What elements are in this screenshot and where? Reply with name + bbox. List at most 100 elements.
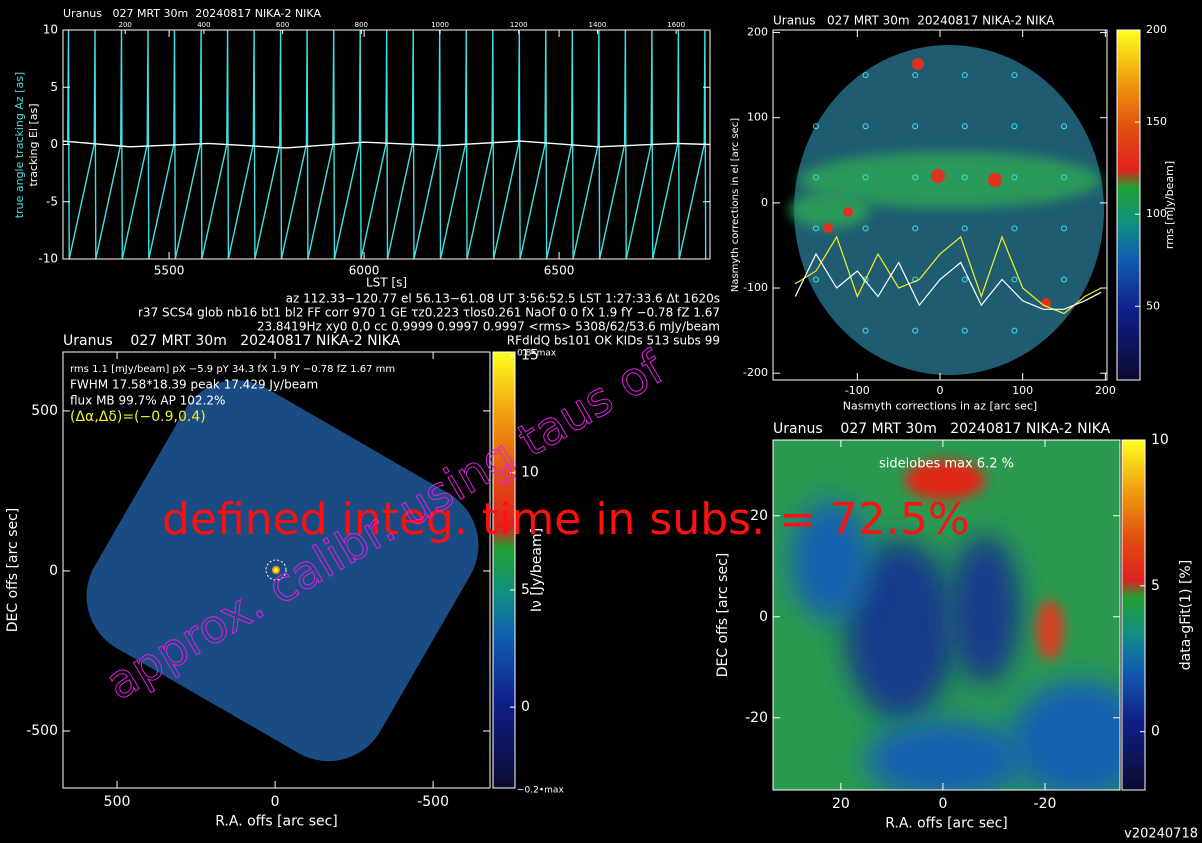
- point: [1061, 123, 1068, 130]
- info-line: flux MB 99.7% AP 102.2%: [70, 394, 225, 408]
- point: [1011, 174, 1018, 181]
- y-tick-label: 0: [49, 563, 58, 579]
- top-tick-label: 600: [276, 21, 289, 29]
- colorbar-tick-label: 0: [521, 699, 530, 715]
- colorbar-tick-label: 50: [1146, 299, 1160, 312]
- top-tick-label: 400: [197, 21, 210, 29]
- point: [912, 225, 919, 232]
- y-axis-label: true angle tracking Az [as]: [13, 72, 26, 218]
- chart-title: Uranus 027 MRT 30m 20240817 NIKA-2 NIKA: [63, 333, 401, 349]
- y-tick-label: -20: [745, 710, 768, 726]
- x-tick-label: -500: [417, 794, 449, 810]
- y-tick-label: -200: [743, 366, 768, 379]
- x-tick-label: 0: [271, 794, 280, 810]
- point: [1061, 276, 1068, 283]
- info-line: r37 SCS4 glob nb16 bt1 bl2 FF corr 970 1…: [138, 306, 720, 320]
- x-tick-label: 5500: [154, 264, 185, 278]
- info-line: FWHM 17.58*18.39 peak 17.429 Jy/beam: [70, 378, 318, 392]
- y-tick-label: 0: [761, 196, 768, 209]
- point: [862, 174, 869, 181]
- point: [961, 327, 968, 334]
- y-tick-label: 20: [750, 508, 768, 524]
- top-tick-label: 1200: [510, 21, 528, 29]
- point: [961, 225, 968, 232]
- colorbar-tick-label: 5: [1151, 578, 1160, 594]
- plot-frame: [772, 439, 1121, 791]
- point: [961, 276, 968, 283]
- x-tick-label: 0: [937, 384, 944, 397]
- point: [862, 327, 869, 334]
- colorbar: [1116, 29, 1141, 381]
- version: v20240718: [1124, 827, 1198, 842]
- x-tick-label: 200: [1095, 384, 1116, 397]
- point: [862, 123, 869, 130]
- plot-frame: [62, 351, 491, 789]
- point: [862, 72, 869, 79]
- x-tick-label: -100: [845, 384, 870, 397]
- chart-title: Uranus 027 MRT 30m 20240817 NIKA-2 NIKA: [773, 14, 1055, 28]
- y-tick-label: 500: [31, 403, 58, 419]
- chart-title: Uranus 027 MRT 30m 20240817 NIKA-2 NIKA: [63, 7, 321, 20]
- y-axis-label: DEC offs [arc sec]: [5, 508, 21, 633]
- intensity-map: [86, 380, 479, 762]
- info-line: RFdIdQ bs101 OK KIDs 513 subs 99: [507, 334, 720, 348]
- x-axis-label: Nasmyth corrections in az [arc sec]: [843, 399, 1037, 412]
- data-line: [794, 252, 1102, 310]
- x-tick-label: 20: [832, 796, 850, 812]
- colorbar-tick-label: 0: [1151, 724, 1160, 740]
- x-tick-label: 6000: [349, 264, 380, 278]
- y-tick-label: -5: [46, 194, 58, 208]
- point: [1011, 276, 1018, 283]
- point: [1011, 327, 1018, 334]
- data-line: [67, 29, 707, 260]
- top-tick-label: 800: [355, 21, 368, 29]
- colorbar-label: Iν [Jy/beam]: [529, 528, 545, 612]
- point: [912, 174, 919, 181]
- colorbar-label: rms [mJy/beam]: [1163, 161, 1176, 249]
- colorbar-tick-label: 10: [521, 465, 539, 481]
- top-tick-label: 1000: [431, 21, 449, 29]
- x-axis-label: LST [s]: [366, 276, 407, 290]
- y-tick-label: 100: [747, 111, 768, 124]
- x-tick-label: 6500: [544, 264, 575, 278]
- colorbar-label: data-gFit(1) [%]: [1178, 560, 1194, 670]
- x-axis-label: R.A. offs [arc sec]: [885, 816, 1008, 832]
- colorbar-tick-label: 200: [1146, 23, 1167, 36]
- y-tick-label: -10: [38, 252, 58, 266]
- point: [912, 327, 919, 334]
- info-line: (Δα,Δδ)=(−0.9,0.4): [70, 409, 206, 425]
- chart-title: Uranus 027 MRT 30m 20240817 NIKA-2 NIKA: [773, 421, 1111, 437]
- colorbar-bottom-label: −0.2•max: [517, 786, 564, 796]
- point: [1011, 72, 1018, 79]
- top-tick-label: 1400: [589, 21, 607, 29]
- point: [1011, 123, 1018, 130]
- x-tick-label: 0: [938, 796, 947, 812]
- point: [1011, 225, 1018, 232]
- point: [1061, 225, 1068, 232]
- point: [912, 72, 919, 79]
- y-axis-label: tracking El [as]: [27, 103, 40, 186]
- integ-overlay: defined integ. time in subs. = 72.5%: [162, 494, 970, 545]
- point: [961, 72, 968, 79]
- y-tick-label: 10: [43, 23, 58, 37]
- colorbar-tick-label: 150: [1146, 115, 1167, 128]
- colorbar: [492, 351, 516, 789]
- point: [812, 123, 819, 130]
- colorbar-tick-label: 15: [521, 348, 539, 364]
- colorbar-tick-label: 10: [1151, 432, 1169, 448]
- y-tick-label: 200: [747, 26, 768, 39]
- colorbar-tick-label: 5: [521, 582, 530, 598]
- y-tick-label: 0: [759, 609, 768, 625]
- point: [1061, 174, 1068, 181]
- info-line: 23.8419Hz xy0 0,0 cc 0.9999 0.9997 0.999…: [257, 320, 720, 334]
- point: [961, 123, 968, 130]
- y-tick-label: 5: [50, 80, 58, 94]
- y-tick-label: -500: [26, 723, 58, 739]
- point: [912, 123, 919, 130]
- y-axis-label: Nasmyth corrections in el [arc sec]: [730, 118, 741, 292]
- point: [862, 225, 869, 232]
- point: [812, 174, 819, 181]
- top-tick-label: 200: [118, 21, 131, 29]
